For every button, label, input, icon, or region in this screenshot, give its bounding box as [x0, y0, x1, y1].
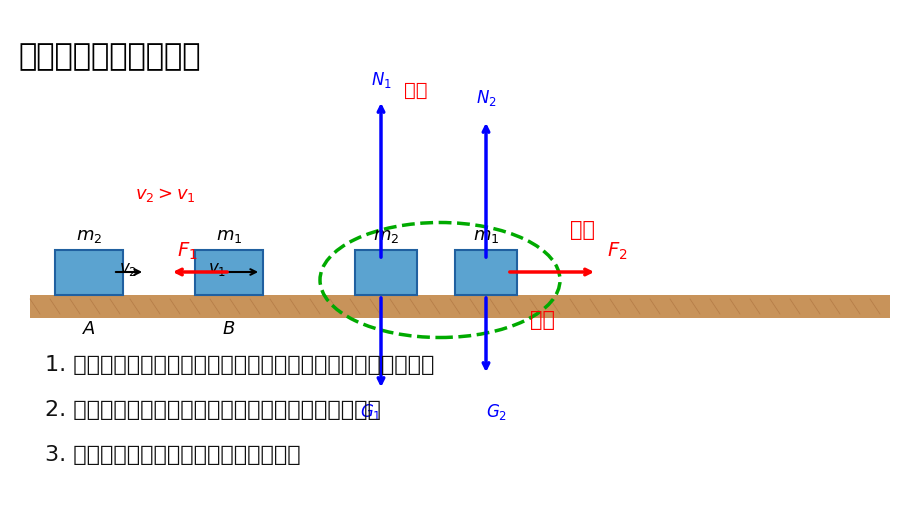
Text: 系统: 系统	[570, 220, 595, 240]
Text: $B$: $B$	[222, 320, 235, 338]
Bar	[455, 250, 516, 295]
Bar	[195, 250, 263, 295]
Bar	[55, 250, 123, 295]
Text: 内力: 内力	[529, 310, 554, 330]
Text: 一、系统、内力和外力: 一、系统、内力和外力	[18, 42, 200, 71]
Text: $v_1$: $v_1$	[208, 260, 226, 278]
Text: $m_2$: $m_2$	[75, 227, 102, 245]
Text: $N_2$: $N_2$	[475, 88, 496, 108]
Text: $F_1$: $F_1$	[176, 241, 197, 262]
Text: $m_1$: $m_1$	[472, 227, 499, 245]
Text: $F_2$: $F_2$	[607, 241, 627, 262]
Text: $m_2$: $m_2$	[372, 227, 399, 245]
Text: $G_1$: $G_1$	[359, 402, 380, 422]
Text: 外力: 外力	[403, 81, 427, 100]
Text: $N_1$: $N_1$	[370, 70, 391, 90]
Text: 2. 内力：系统中相互作用的各物体之间的相互作用力。: 2. 内力：系统中相互作用的各物体之间的相互作用力。	[45, 400, 380, 420]
Text: 1. 系统：有相互作用的两个（或两个以上）物体构成一个系统。: 1. 系统：有相互作用的两个（或两个以上）物体构成一个系统。	[45, 355, 434, 375]
Text: $A$: $A$	[82, 320, 96, 338]
Text: $v_2$: $v_2$	[119, 260, 137, 278]
Text: $m_1$: $m_1$	[216, 227, 242, 245]
Text: $v_2$$>$$v_1$: $v_2$$>$$v_1$	[134, 186, 195, 204]
Text: $G_2$: $G_2$	[485, 402, 506, 422]
Bar	[355, 250, 416, 295]
Text: 3. 外力：外部其他物体对系统的作用力。: 3. 外力：外部其他物体对系统的作用力。	[45, 445, 301, 465]
Bar	[30, 295, 889, 318]
